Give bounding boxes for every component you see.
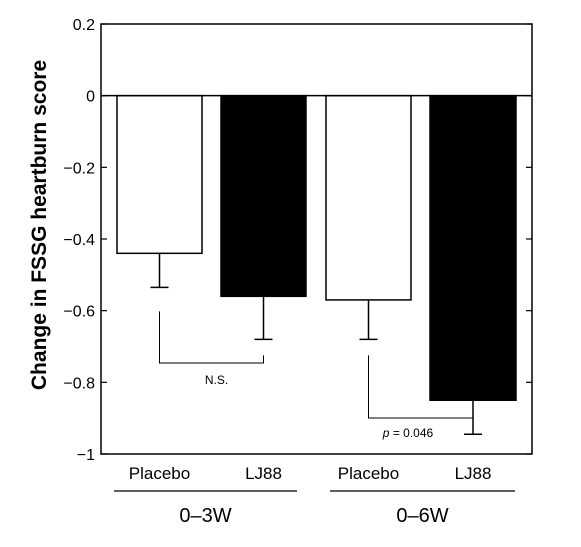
x-category-label: Placebo xyxy=(338,464,399,483)
y-tick-label: −0.8 xyxy=(63,375,95,392)
bars xyxy=(101,94,532,436)
y-axis-label: Change in FSSG heartburn score xyxy=(28,60,51,390)
y-tick-label: 0 xyxy=(86,89,95,106)
y-axis: 0.2 0 −0.2 −0.4 −0.6 −0.8 −1 xyxy=(63,17,532,464)
bar xyxy=(220,94,307,298)
bracket-0-3w xyxy=(159,311,264,364)
bar xyxy=(325,94,412,301)
x-group-label: 0–3W xyxy=(179,505,231,527)
x-group-label: 0–6W xyxy=(396,505,448,527)
significance-brackets: N.S. p = 0.046 xyxy=(159,311,474,440)
x-category-label: LJ88 xyxy=(245,464,282,483)
x-category-label: LJ88 xyxy=(455,464,492,483)
bar xyxy=(116,94,203,255)
x-axis: Placebo LJ88 Placebo LJ88 0–3W 0–6W xyxy=(114,464,515,527)
bracket-0-6w xyxy=(368,355,474,419)
y-tick-label: −0.2 xyxy=(63,160,95,177)
x-category-label: Placebo xyxy=(129,464,190,483)
bar xyxy=(429,94,517,402)
annotation-ns: N.S. xyxy=(205,373,228,387)
y-tick-label: −0.4 xyxy=(63,232,95,249)
y-tick-label: −0.6 xyxy=(63,304,95,321)
y-tick-label: −1 xyxy=(77,447,95,464)
y-tick-label: 0.2 xyxy=(73,17,95,34)
annotation-p-value: p = 0.046 xyxy=(382,426,434,440)
